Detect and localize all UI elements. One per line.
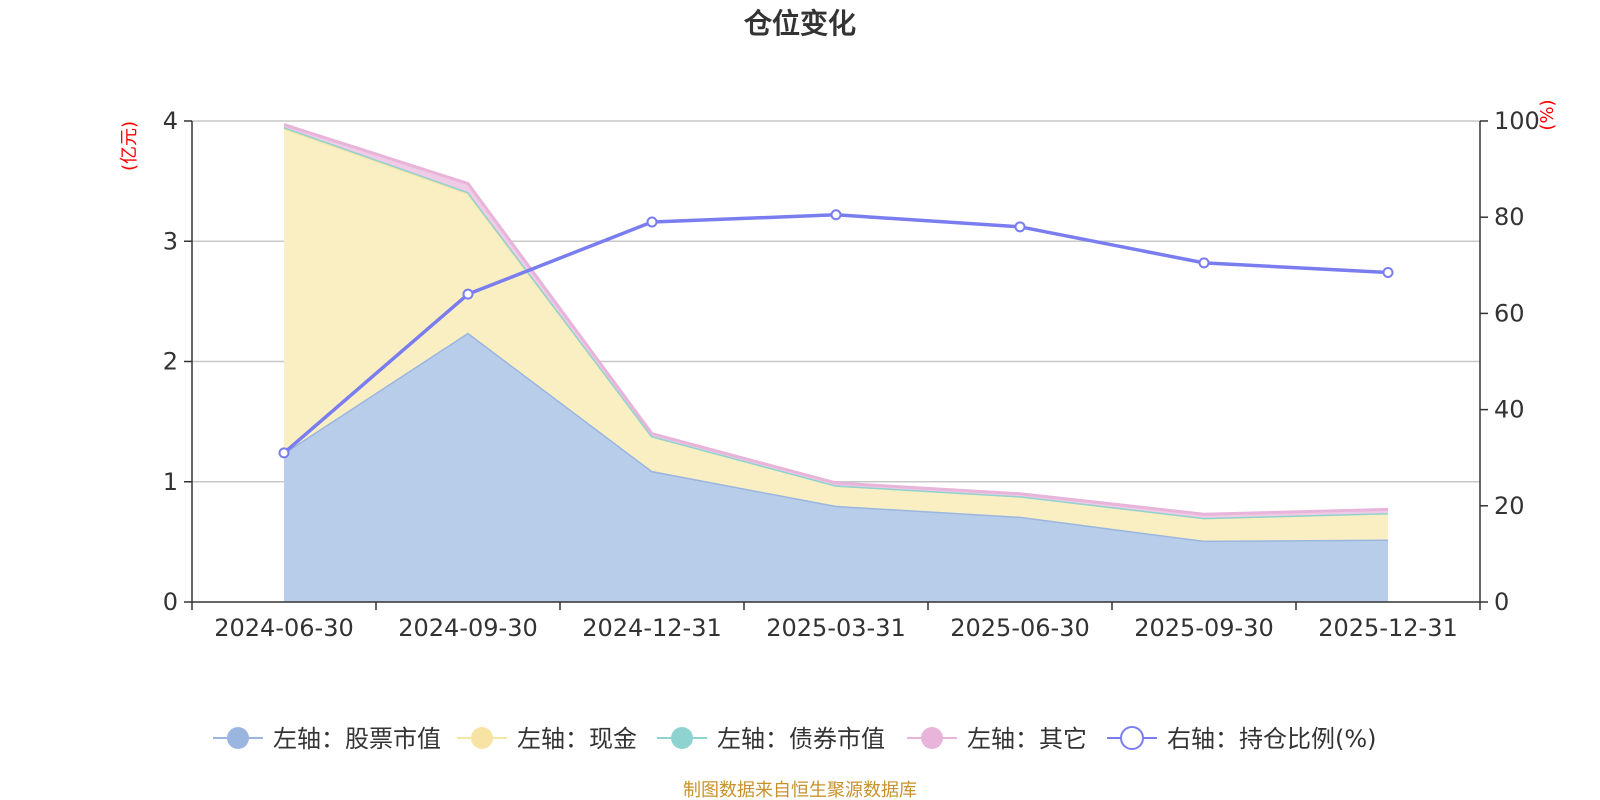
line-point[interactable] xyxy=(1198,257,1210,269)
x-tick-label: 2024-09-30 xyxy=(398,614,537,642)
left-tick-label: 3 xyxy=(163,227,178,255)
left-tick-label: 2 xyxy=(163,348,178,376)
line-point[interactable] xyxy=(278,447,290,459)
legend-marker xyxy=(671,727,693,749)
line-point[interactable] xyxy=(1382,267,1394,279)
stacked-areas xyxy=(283,123,1389,602)
right-axis-unit: (%) xyxy=(1537,99,1558,130)
legend-label: 左轴：债券市值 xyxy=(717,725,885,753)
left-axis-unit: (亿元) xyxy=(119,121,140,171)
x-tick-label: 2025-03-31 xyxy=(766,614,905,642)
x-tick-label: 2025-12-31 xyxy=(1318,614,1457,642)
legend-marker xyxy=(227,727,249,749)
legend-label: 左轴：股票市值 xyxy=(273,725,441,753)
left-tick-label: 4 xyxy=(163,107,178,135)
legend-label: 右轴：持仓比例(%) xyxy=(1167,725,1377,753)
right-tick-label: 0 xyxy=(1494,588,1509,616)
legend-marker xyxy=(471,727,493,749)
legend-item[interactable]: 左轴：现金 xyxy=(457,725,637,753)
area-左轴：股票市值 xyxy=(284,332,1388,602)
right-tick-label: 80 xyxy=(1494,203,1525,231)
line-point[interactable] xyxy=(462,288,474,300)
holding-ratio-line xyxy=(278,209,1394,459)
legend-item[interactable]: 左轴：债券市值 xyxy=(657,725,885,753)
legend-item[interactable]: 左轴：股票市值 xyxy=(213,725,441,753)
area-左轴：其它 xyxy=(284,124,1388,518)
left-tick-label: 0 xyxy=(163,588,178,616)
legend[interactable]: 左轴：股票市值 左轴：现金 左轴：债券市值 左轴：其它 右轴：持仓比例(%) xyxy=(213,725,1377,753)
x-tick-label: 2024-12-31 xyxy=(582,614,721,642)
x-tick-label: 2025-09-30 xyxy=(1134,614,1273,642)
legend-label: 左轴：现金 xyxy=(517,725,637,753)
x-tick-label: 2024-06-30 xyxy=(214,614,353,642)
legend-marker xyxy=(921,727,943,749)
chart-title: 仓位变化 xyxy=(744,7,856,40)
area-左轴：现金 xyxy=(284,128,1388,541)
right-tick-label: 40 xyxy=(1494,396,1525,424)
legend-marker xyxy=(1120,726,1144,750)
data-source-note: 制图数据来自恒生聚源数据库 xyxy=(683,780,917,800)
legend-item[interactable]: 左轴：其它 xyxy=(907,725,1087,753)
area-edge-左轴：其它 xyxy=(283,123,1389,516)
right-tick-label: 100 xyxy=(1494,107,1540,135)
x-tick-label: 2025-06-30 xyxy=(950,614,1089,642)
left-tick-label: 1 xyxy=(163,468,178,496)
right-tick-label: 60 xyxy=(1494,299,1525,327)
right-tick-label: 20 xyxy=(1494,492,1525,520)
legend-label: 左轴：其它 xyxy=(967,725,1087,753)
line-point[interactable] xyxy=(830,209,842,221)
legend-item[interactable]: 右轴：持仓比例(%) xyxy=(1107,725,1377,753)
line-point[interactable] xyxy=(1014,221,1026,233)
line-point[interactable] xyxy=(646,216,658,228)
